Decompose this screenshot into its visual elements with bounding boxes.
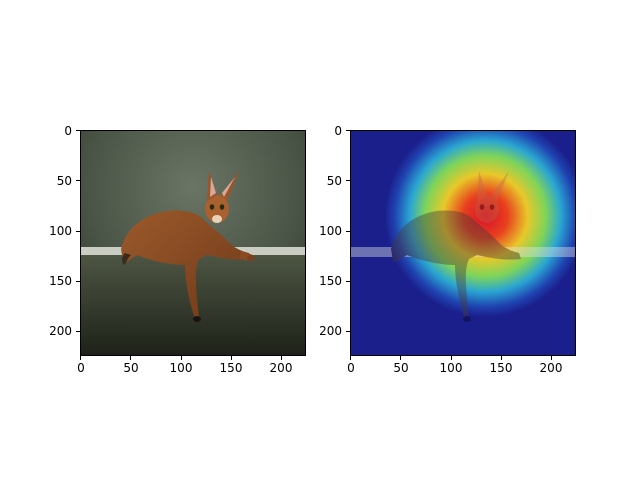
- x-tick-label: 50: [393, 361, 409, 375]
- original-image-panel: 0 50 100 150 200 0 50 100 150 200: [49, 125, 306, 374]
- x-tick: [181, 356, 182, 360]
- x-tick-label: 0: [77, 361, 85, 375]
- x-tick-label: 0: [347, 361, 355, 375]
- y-tick-label: 50: [56, 174, 72, 188]
- y-tick: [346, 180, 350, 181]
- y-tick: [346, 231, 350, 232]
- x-tick-label: 100: [169, 361, 193, 375]
- cat-figure: [121, 171, 255, 322]
- y-tick: [346, 281, 350, 282]
- x-tick-label: 150: [219, 361, 243, 375]
- y-tick-label: 150: [49, 274, 72, 288]
- x-tick: [551, 356, 552, 360]
- original-image-axes: [80, 130, 306, 356]
- x-tick: [231, 356, 232, 360]
- x-tick: [281, 356, 282, 360]
- x-tick-label: 200: [539, 361, 563, 375]
- y-tick: [76, 231, 80, 232]
- y-tick-label: 200: [319, 324, 342, 338]
- y-tick: [346, 331, 350, 332]
- y-tick-label: 200: [49, 324, 72, 338]
- x-tick: [350, 356, 351, 360]
- x-tick: [130, 356, 131, 360]
- y-tick-label: 0: [334, 124, 342, 138]
- x-tick-label: 150: [489, 361, 513, 375]
- y-tick: [76, 331, 80, 332]
- y-tick-label: 100: [49, 224, 72, 238]
- y-tick: [76, 281, 80, 282]
- y-tick-label: 50: [326, 174, 342, 188]
- heatmap-overlay-panel: 0 50 100 150 200 0 50 100 150 200: [319, 125, 576, 374]
- heatmap-overlay-axes: [350, 130, 576, 356]
- x-tick-label: 200: [269, 361, 293, 375]
- y-tick-label: 150: [319, 274, 342, 288]
- y-tick-label: 0: [64, 124, 72, 138]
- y-tick: [76, 130, 80, 131]
- cat-photo: [81, 131, 305, 355]
- x-tick: [501, 356, 502, 360]
- y-tick: [346, 130, 350, 131]
- y-tick-label: 100: [319, 224, 342, 238]
- x-tick-label: 100: [439, 361, 463, 375]
- heatmap-image: [351, 131, 575, 355]
- y-tick: [76, 180, 80, 181]
- x-tick: [451, 356, 452, 360]
- x-tick: [400, 356, 401, 360]
- x-tick-label: 50: [123, 361, 139, 375]
- x-tick: [80, 356, 81, 360]
